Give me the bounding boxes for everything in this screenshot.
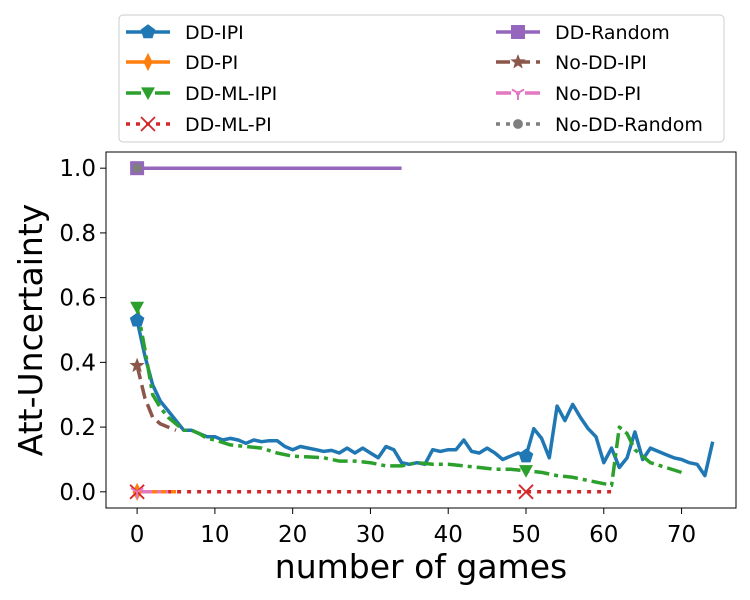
x-tick-label: 40 (434, 522, 463, 548)
data-point-no-dd-random (132, 163, 143, 174)
legend-item-no-dd-ipi: No-DD-IPI (496, 52, 647, 74)
y-tick-label: 0.2 (59, 415, 96, 441)
legend-item-dd-pi: DD-PI (126, 52, 238, 74)
legend-marker (513, 119, 523, 129)
data-point-dd-ml-ipi (519, 465, 533, 478)
legend-marker (511, 88, 525, 100)
data-point-dd-ipi (129, 312, 145, 327)
x-tick-label: 10 (200, 522, 229, 548)
legend-label: No-DD-IPI (555, 52, 647, 74)
legend-label: No-DD-Random (555, 114, 703, 136)
data-point-dd-ml-ipi (130, 301, 145, 315)
data-point-no-dd-pi (130, 487, 144, 499)
legend-marker (141, 87, 155, 100)
y-axis-label: Att-Uncertainty (11, 204, 50, 457)
legend-label: No-DD-PI (555, 83, 641, 105)
series-line-dd-ipi (135, 319, 715, 478)
legend-item-dd-random: DD-Random (496, 22, 670, 44)
x-tick-label: 70 (667, 522, 696, 548)
plot-lines (135, 166, 715, 494)
x-tick-label: 20 (278, 522, 307, 548)
legend-marker (140, 116, 156, 132)
y-tick-label: 0.4 (59, 350, 96, 376)
legend-marker (510, 54, 526, 69)
x-tick-label: 50 (511, 522, 540, 548)
series-line-dd-ml-ipi (135, 306, 683, 488)
legend-marker (140, 24, 156, 39)
legend-marker (143, 52, 153, 72)
legend-item-dd-ml-pi: DD-ML-PI (126, 114, 272, 136)
y-tick-label: 0.8 (59, 221, 96, 247)
data-point-dd-ipi (518, 448, 534, 463)
y-axis-ticks: 0.0 0.2 0.4 0.6 0.8 1.0 (59, 156, 106, 506)
data-point-dd-ml-pi (518, 484, 534, 500)
legend-label: DD-PI (185, 52, 238, 74)
y-tick-label: 0.6 (59, 286, 96, 312)
x-axis-label: number of games (275, 547, 567, 586)
legend-item-dd-ipi: DD-IPI (126, 22, 244, 44)
data-point-no-dd-ipi (129, 357, 145, 373)
legend-label: DD-IPI (185, 22, 244, 44)
legend: DD-IPI DD-PI DD-ML-IPI DD-ML-PI DD-Random No-… (118, 14, 725, 143)
legend-label: DD-Random (555, 22, 670, 44)
legend-item-dd-ml-ipi: DD-ML-IPI (126, 83, 277, 105)
x-tick-label: 30 (356, 522, 385, 548)
legend-label: DD-ML-IPI (185, 83, 277, 105)
x-tick-label: 0 (130, 522, 145, 548)
y-tick-label: 1.0 (59, 156, 96, 182)
legend-item-no-dd-pi: No-DD-PI (496, 83, 641, 105)
legend-box (118, 14, 725, 143)
plot-frame (105, 151, 737, 509)
legend-item-no-dd-random: No-DD-Random (496, 114, 703, 136)
x-axis-ticks: 0 10 20 30 40 50 60 70 (130, 508, 696, 548)
legend-label: DD-ML-PI (185, 114, 272, 136)
y-tick-label: 0.0 (59, 480, 96, 506)
legend-marker (511, 25, 525, 39)
x-tick-label: 60 (589, 522, 618, 548)
plot-markers (129, 161, 534, 501)
series-line-no-dd-ipi (135, 365, 177, 432)
